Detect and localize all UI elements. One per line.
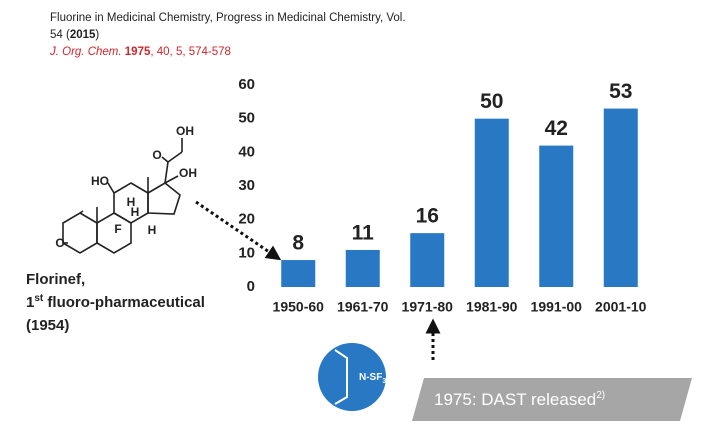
atom-label: H — [148, 223, 157, 237]
y-tick-label: 20 — [238, 211, 255, 228]
atom-label: H — [131, 205, 140, 219]
bond — [167, 151, 183, 163]
bond — [164, 161, 169, 184]
source-line: Fluorine in Medicinal Chemistry, Progres… — [50, 12, 406, 24]
value-label: 50 — [480, 90, 503, 113]
atom-label: H — [127, 195, 136, 209]
source-text: ) — [95, 29, 100, 41]
value-label: 53 — [609, 80, 632, 103]
x-tick-label: 1950-60 — [273, 299, 325, 315]
reference-source: Fluorine in Medicinal Chemistry, Progres… — [50, 10, 406, 61]
reagent-bonds — [334, 349, 348, 405]
reagent-subscript: 3 — [382, 378, 386, 385]
value-label: 16 — [416, 205, 439, 228]
desc-superscript: st — [34, 293, 44, 304]
ring — [147, 182, 181, 215]
ring — [62, 212, 98, 254]
value-label: 8 — [292, 232, 304, 255]
banner — [412, 378, 692, 421]
reagent-label: N-SF3 — [359, 372, 386, 385]
desc-text: 1 — [26, 294, 34, 311]
molecule-caption: Florinef, 1st fluoro-pharmaceutical (195… — [26, 271, 205, 334]
y-tick-label: 60 — [238, 76, 255, 93]
y-tick-label: 40 — [238, 143, 255, 160]
arrow — [195, 200, 282, 261]
drug-description: 1st fluoro-pharmaceutical — [26, 293, 205, 311]
bond — [161, 156, 169, 163]
bond — [79, 210, 84, 214]
bar — [281, 260, 316, 287]
x-tick-label: 1981-90 — [466, 299, 518, 315]
reagent-text: N-SF — [359, 372, 382, 383]
journal-rest: , 40, 5, 574-578 — [150, 46, 231, 58]
atom-label: HO — [91, 174, 109, 188]
journal-ref: J. Org. Chem. 1975, 40, 5, 574-578 — [50, 44, 406, 61]
bar — [539, 145, 574, 287]
molecule-labels: OH O OH HO H F H H O — [55, 124, 197, 250]
drug-year: (1954) — [26, 317, 69, 334]
x-tick-label: 1961-70 — [337, 299, 389, 315]
value-label: 11 — [352, 222, 375, 245]
y-tick-label: 30 — [238, 177, 255, 194]
banner-superscript: 2) — [596, 390, 605, 401]
banner-main: 1975: DAST released — [434, 390, 596, 409]
bar — [345, 249, 380, 287]
source-year: 2015 — [69, 29, 96, 41]
value-label: 42 — [545, 117, 568, 140]
y-tick-label: 10 — [238, 244, 255, 261]
source-text: 54 ( — [50, 29, 70, 41]
journal-name: J. Org. Chem. — [50, 46, 122, 58]
atom-label: F — [114, 222, 121, 236]
x-tick-label: 1971-80 — [402, 299, 454, 315]
bar — [474, 118, 509, 288]
bond — [164, 175, 179, 184]
bar — [603, 108, 638, 287]
drug-name: Florinef, — [26, 271, 85, 288]
journal-year: 1975 — [124, 46, 151, 58]
atom-label: O — [152, 148, 161, 162]
bond — [107, 182, 115, 194]
y-tick-label: 0 — [247, 278, 255, 295]
desc-text: fluoro-pharmaceutical — [43, 294, 205, 311]
y-tick-label: 50 — [238, 110, 255, 127]
atom-label: OH — [179, 166, 197, 180]
source-line: 54 (2015) — [50, 27, 406, 44]
banner-text: 1975: DAST released2) — [434, 390, 605, 410]
x-tick-label: 2001-10 — [595, 299, 647, 315]
x-tick-label: 1991-00 — [531, 299, 583, 315]
molecule — [62, 138, 183, 254]
bar — [410, 233, 445, 287]
atom-label: O — [55, 236, 64, 250]
atom-label: OH — [176, 124, 194, 138]
reagent-circle — [318, 343, 386, 411]
